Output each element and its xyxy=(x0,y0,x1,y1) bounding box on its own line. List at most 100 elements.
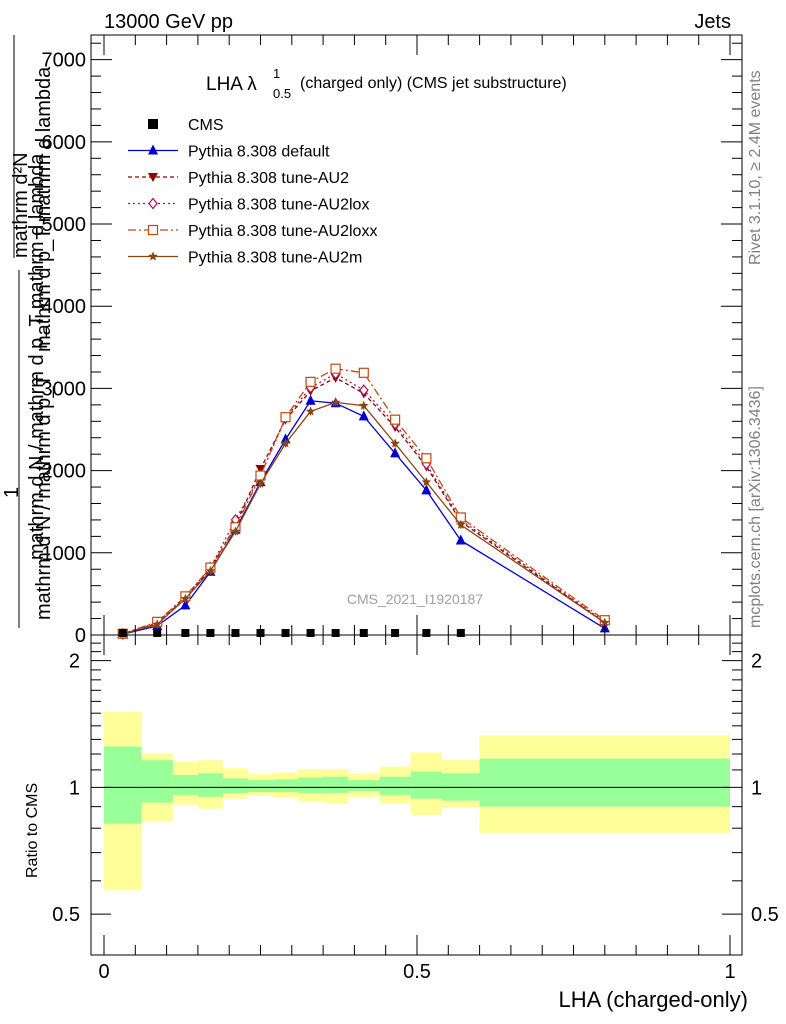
data-point xyxy=(280,438,291,448)
data-point xyxy=(305,394,316,405)
data-point xyxy=(421,477,432,487)
data-point xyxy=(255,478,266,488)
legend-label: Pythia 8.308 tune-AU2loxx xyxy=(188,223,377,240)
legend-entry: Pythia 8.308 tune-AU2m xyxy=(128,250,362,267)
ratio-band-inner xyxy=(104,746,142,824)
xtick-label: 0 xyxy=(98,961,109,983)
data-point xyxy=(305,406,316,416)
data-point xyxy=(281,629,290,637)
xtick-label: 1 xyxy=(724,961,735,983)
title-rest: (charged only) (CMS jet substructure) xyxy=(300,75,567,92)
main-plot: CMS_2021_I1920187 0 1000 2000 3000 4000 5000 6… xyxy=(42,34,743,647)
legend-entry: Pythia 8.308 tune-AU2 xyxy=(128,170,349,187)
plot-title: LHA λ 1 0.5 (charged only) (CMS jet subs… xyxy=(206,66,567,101)
data-point xyxy=(421,484,432,495)
main-ytick-label: 2000 xyxy=(42,461,87,483)
data-point xyxy=(390,447,401,458)
data-point xyxy=(358,367,369,378)
legend-marker xyxy=(148,119,158,129)
data-point xyxy=(206,629,215,637)
jets-label: Jets xyxy=(694,11,731,33)
legend: CMS Pythia 8.308 default Pythia 8.308 tune… xyxy=(128,117,377,267)
legend-marker xyxy=(147,224,159,236)
data-point xyxy=(280,412,291,423)
ylabel-frac-num: mathrm d²N xyxy=(10,152,32,258)
main-ytick-label: 4000 xyxy=(42,296,87,318)
legend-entry: Pythia 8.308 default xyxy=(128,144,330,161)
main-ytick-label: 3000 xyxy=(42,378,87,400)
ylabel-top-den: mathrm d N / mathrm d p_T xyxy=(33,374,55,620)
data-point xyxy=(455,534,466,545)
ylabel-top: 1 xyxy=(1,487,23,498)
main-ytick-label: 6000 xyxy=(42,132,87,154)
legend-entry: Pythia 8.308 tune-AU2loxx xyxy=(128,223,377,240)
ratio-ytick-label: 0.5 xyxy=(52,904,80,926)
data-point xyxy=(600,617,610,627)
ratio-xlabel: LHA (charged-only) xyxy=(558,987,748,1012)
legend-marker xyxy=(148,173,158,182)
legend-label: Pythia 8.308 tune-AU2lox xyxy=(188,197,369,214)
data-point xyxy=(330,363,341,374)
main-ytick-label: 1000 xyxy=(42,543,87,565)
legend-label: Pythia 8.308 default xyxy=(188,144,330,161)
ratio-band-inner xyxy=(410,771,443,799)
data-point xyxy=(205,565,216,575)
ratio-plot: 0.5 0.5 1 1 2 2 0 0.5 1 xyxy=(52,634,779,983)
legend-label: Pythia 8.308 tune-AU2m xyxy=(188,250,362,267)
series-line xyxy=(122,401,606,635)
xtick-label: 0.5 xyxy=(403,961,431,983)
data-point xyxy=(391,629,400,637)
data-point xyxy=(152,619,162,629)
ratio-ytick-label-right: 0.5 xyxy=(751,904,779,926)
data-point xyxy=(422,629,431,637)
watermark: CMS_2021_I1920187 xyxy=(347,591,483,607)
data-point xyxy=(180,599,191,610)
data-point xyxy=(153,629,162,637)
data-point xyxy=(181,629,190,637)
ratio-band-inner xyxy=(172,774,198,795)
title-sup: 1 xyxy=(273,66,280,81)
legend-marker xyxy=(148,197,158,210)
ratio-ylabel: Ratio to CMS xyxy=(24,783,41,878)
ratio-band-inner xyxy=(197,773,223,797)
legend-label: CMS xyxy=(188,117,224,134)
ylabel-frac-den: mathrm d p_T mathrm d lambda xyxy=(33,66,55,352)
ratio-band-inner xyxy=(379,776,411,795)
data-point xyxy=(421,453,432,464)
data-point xyxy=(118,629,127,637)
data-point xyxy=(231,629,240,637)
ratio-band-inner xyxy=(348,780,380,792)
energy-label: 13000 GeV pp xyxy=(104,11,233,33)
data-point xyxy=(389,414,401,425)
ratio-band-inner xyxy=(298,777,324,793)
svg-text:LHA λ: LHA λ xyxy=(206,74,257,95)
rivet-label: Rivet 3.1.10, ≥ 2.4M events xyxy=(747,70,764,265)
main-ytick-label: 0 xyxy=(75,625,86,647)
ratio-band-inner xyxy=(323,776,349,793)
title-sub: 0.5 xyxy=(273,86,291,101)
legend-entry: Pythia 8.308 tune-AU2lox xyxy=(128,197,369,214)
data-point xyxy=(331,629,340,637)
ratio-band-inner xyxy=(141,760,173,803)
data-point xyxy=(230,526,241,536)
data-point xyxy=(180,593,191,603)
ratio-band-inner xyxy=(273,779,299,793)
data-point xyxy=(456,629,465,637)
data-point xyxy=(255,464,266,474)
data-point xyxy=(330,397,341,407)
main-ylabel: mathrm d²N mathrm d p_T mathrm d lambda … xyxy=(1,35,55,628)
data-point xyxy=(390,438,400,448)
data-point xyxy=(359,384,369,397)
legend-label: Pythia 8.308 tune-AU2 xyxy=(188,170,349,187)
ratio-ytick-label-right: 2 xyxy=(751,651,762,673)
data-point xyxy=(456,519,466,529)
ratio-band-inner xyxy=(222,778,248,793)
data-point xyxy=(358,410,369,421)
legend-entry: CMS xyxy=(148,117,224,134)
data-point xyxy=(359,629,368,637)
legend-marker xyxy=(148,144,158,155)
title-main: LHA λ xyxy=(206,74,257,95)
main-ytick-label: 5000 xyxy=(42,214,87,236)
main-ytick-label: 7000 xyxy=(42,50,87,72)
